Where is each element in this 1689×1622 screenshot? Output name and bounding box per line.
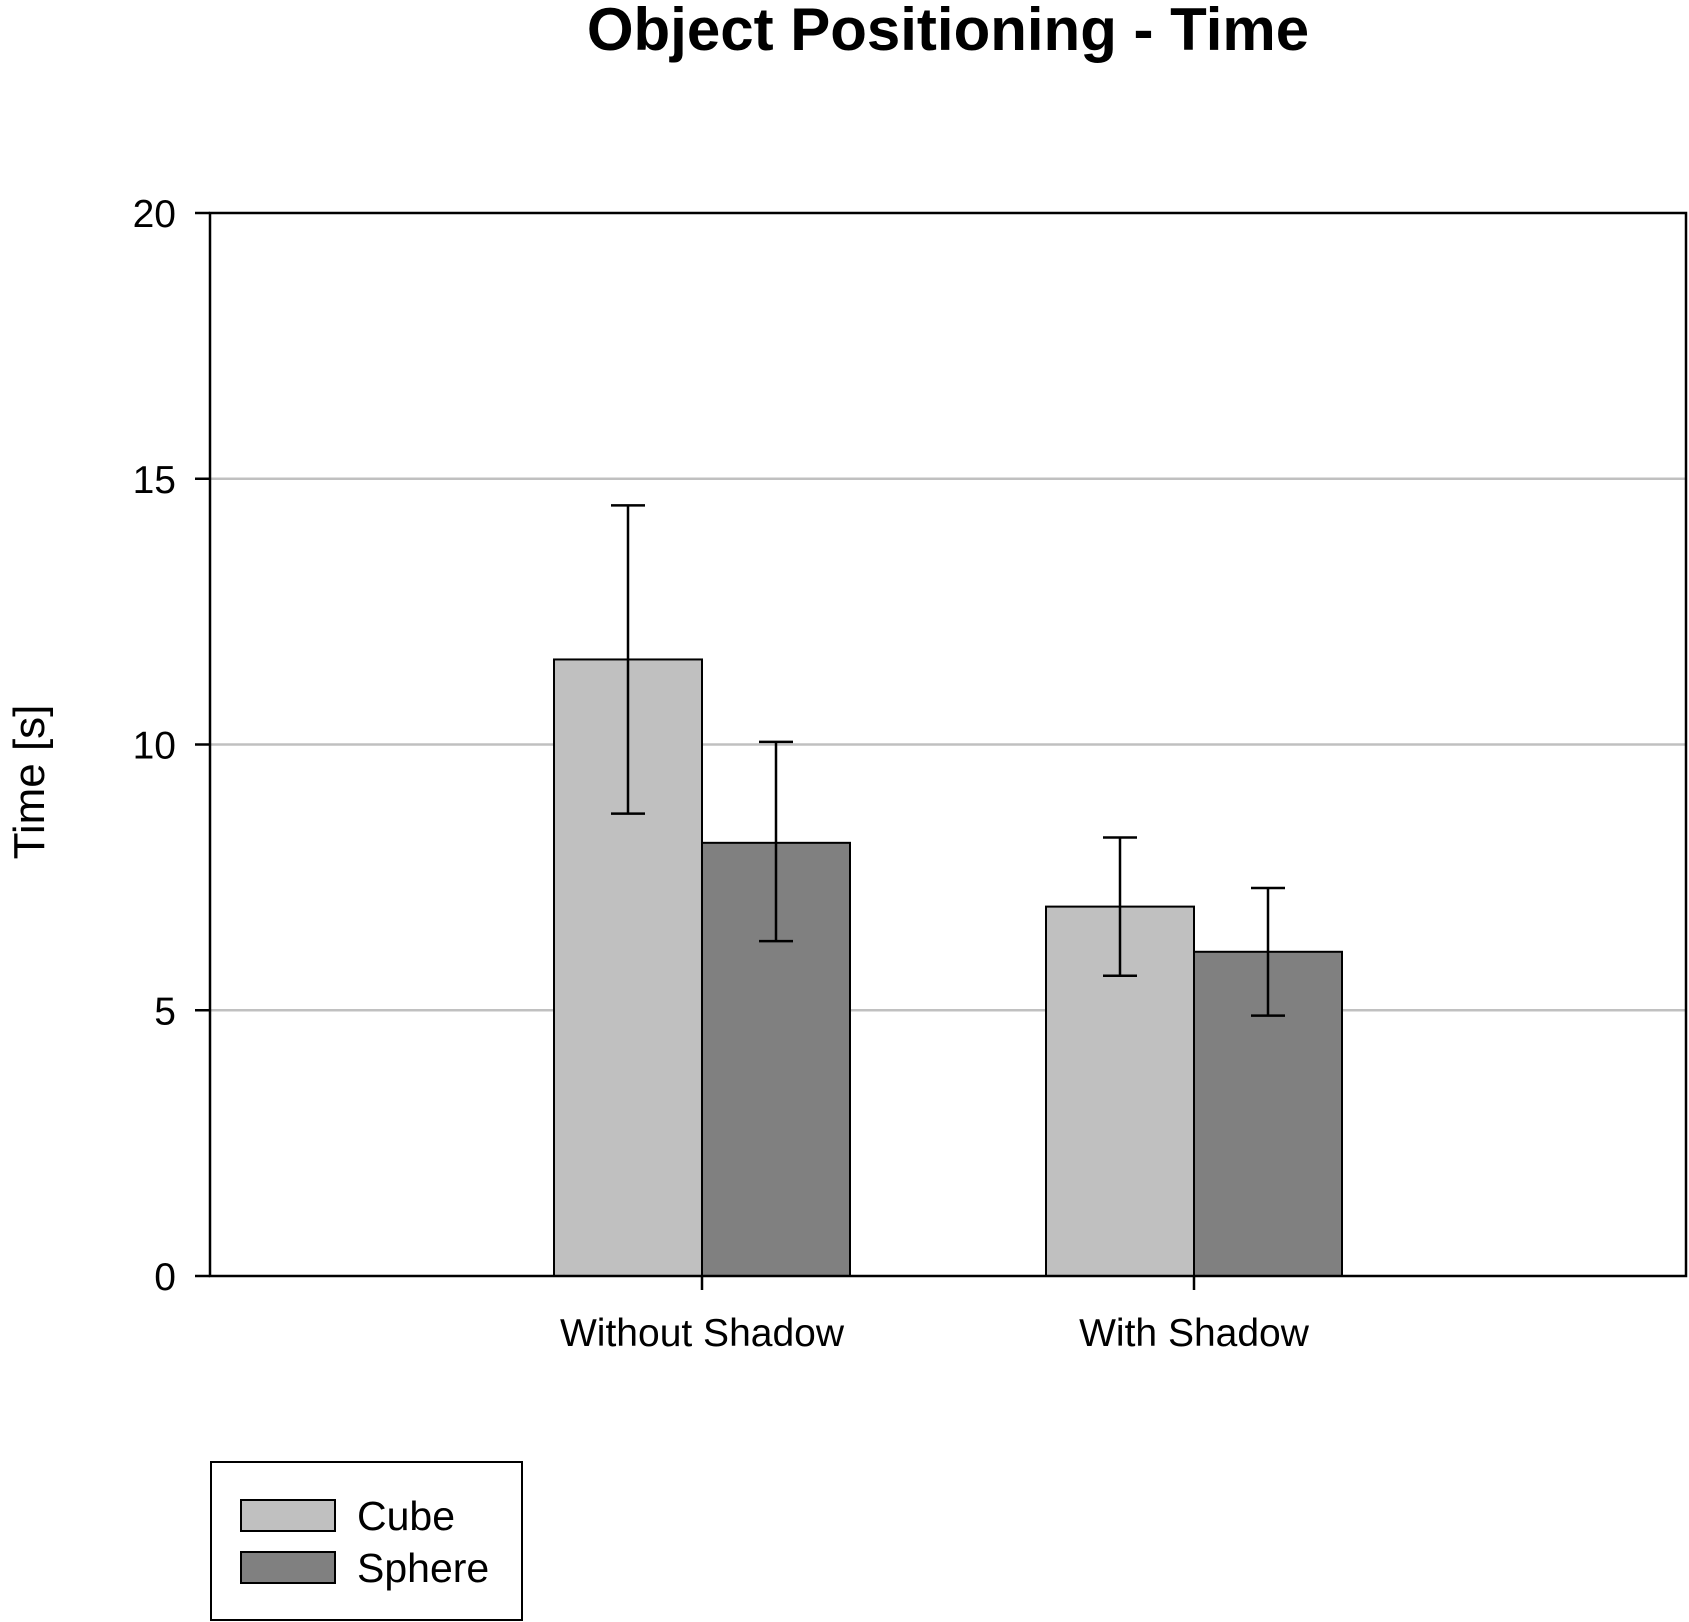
gridlines — [210, 477, 1686, 1012]
x-tick-label: With Shadow — [1079, 1312, 1310, 1355]
y-tick-label: 5 — [154, 990, 176, 1033]
legend-frame — [210, 1461, 523, 1621]
y-tick-label: 20 — [133, 193, 176, 236]
chart-title: Object Positioning - Time — [587, 0, 1309, 63]
error-bar — [759, 740, 793, 943]
error-bar — [611, 504, 645, 815]
y-axis-label: Time [s] — [5, 705, 54, 860]
legend-label-cube: Cube — [357, 1493, 455, 1539]
legend-label-sphere: Sphere — [357, 1545, 489, 1591]
legend-swatch-sphere — [240, 1551, 336, 1584]
y-tick-label: 10 — [133, 725, 176, 768]
error-bar — [1103, 836, 1137, 977]
y-tick-label: 0 — [154, 1256, 176, 1299]
legend: Cube Sphere — [210, 1461, 523, 1621]
error-bar — [1251, 886, 1285, 1017]
y-tick-label: 15 — [133, 459, 176, 502]
legend-swatch-cube — [240, 1499, 336, 1532]
x-tick-label: Without Shadow — [560, 1312, 845, 1355]
y-axis: 0 5 10 15 20 — [133, 193, 210, 1299]
bars — [553, 658, 1343, 1277]
error-bars — [611, 504, 1285, 1017]
x-axis: Without Shadow With Shadow — [560, 1276, 1310, 1355]
